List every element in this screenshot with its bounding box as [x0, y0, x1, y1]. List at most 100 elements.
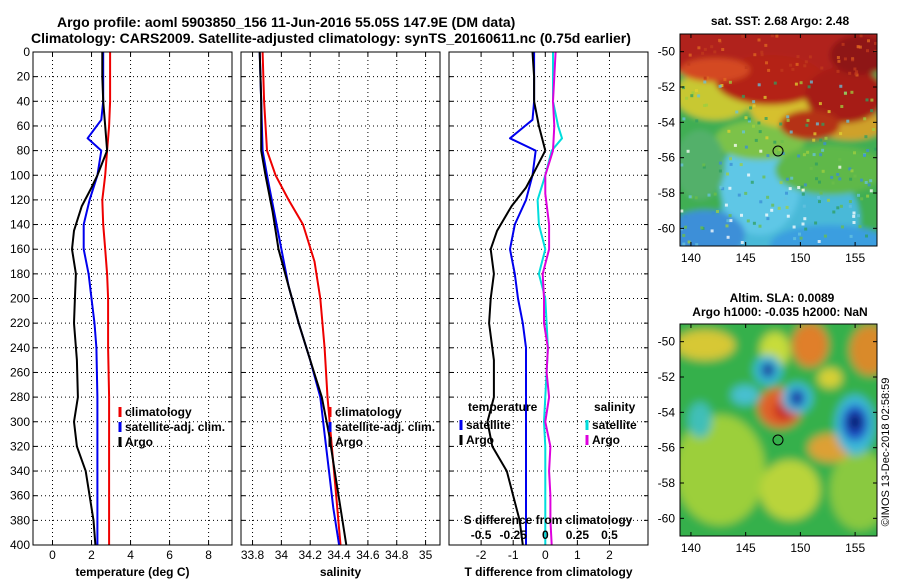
x-tick-label: 34.6 — [356, 548, 380, 562]
sst-speckle-pixel — [680, 209, 684, 213]
sst-speckle-pixel — [729, 157, 732, 161]
sst-speckle-pixel — [773, 140, 777, 144]
sst-speckle-pixel — [801, 188, 805, 192]
map-y-tick-label: -54 — [658, 405, 676, 419]
sst-speckle-pixel — [687, 62, 691, 66]
sst-speckle-pixel — [703, 47, 707, 51]
sst-speckle-pixel — [763, 95, 767, 99]
sst-heatmap — [680, 34, 877, 246]
sst-speckle-pixel — [784, 197, 788, 201]
sst-speckle-pixel — [752, 124, 755, 128]
sst-speckle-pixel — [726, 235, 730, 239]
sst-speckle-pixel — [815, 177, 818, 181]
sst-speckle-pixel — [821, 148, 825, 152]
sst-speckle-pixel — [710, 229, 714, 233]
sst-speckle-pixel — [853, 67, 857, 71]
sst-speckle-pixel — [741, 94, 745, 98]
y-tick-label: 80 — [17, 144, 31, 158]
sst-speckle-pixel — [767, 68, 771, 72]
sst-speckle-pixel — [874, 41, 877, 45]
y-tick-label: 60 — [17, 119, 31, 133]
x-tick-label: 0 — [49, 548, 56, 562]
sst-speckle-pixel — [779, 181, 783, 185]
sst-speckle-pixel — [695, 119, 699, 123]
sst-speckle-pixel — [742, 130, 745, 134]
y-tick-label: 320 — [10, 439, 30, 453]
map-y-tick-label: -56 — [658, 441, 676, 455]
sla-map-frame — [679, 323, 878, 537]
sst-speckle-pixel — [786, 115, 790, 119]
sst-speckle-pixel — [749, 106, 753, 110]
sst-speckle-pixel — [718, 169, 722, 173]
sla-map-title: Altim. SLA: 0.0089 — [730, 291, 835, 305]
sst-speckle-pixel — [741, 34, 745, 38]
sst-speckle-pixel — [821, 169, 825, 173]
sst-speckle-pixel — [808, 55, 812, 59]
sst-speckle-pixel — [857, 214, 860, 218]
sst-speckle-pixel — [701, 51, 705, 55]
sst-speckle-pixel — [728, 214, 732, 218]
sst-speckle-pixel — [818, 102, 822, 106]
sst-speckle-pixel — [799, 81, 803, 85]
sst-speckle-pixel — [852, 221, 856, 224]
x-tick-label: 34.8 — [385, 548, 409, 562]
series-line-satellite-adj-clim- — [82, 52, 105, 545]
sst-speckle-pixel — [685, 96, 689, 100]
sst-speckle-pixel — [688, 53, 692, 57]
legend-label: satellite-adj. clim. — [125, 420, 225, 434]
sst-speckle-pixel — [757, 121, 761, 125]
sst-color-region — [775, 145, 877, 195]
sst-speckle-pixel — [716, 210, 719, 213]
sst-speckle-pixel — [740, 241, 744, 244]
sst-speckle-pixel — [806, 150, 810, 154]
sst-speckle-pixel — [795, 62, 799, 66]
sst-speckle-pixel — [729, 219, 733, 223]
x-tick-label: 2 — [88, 548, 95, 562]
sst-speckle-pixel — [865, 234, 868, 238]
sst-speckle-pixel — [802, 204, 806, 208]
sst-speckle-pixel — [848, 71, 852, 75]
legend-label: Argo — [125, 435, 153, 449]
sst-speckle-pixel — [719, 185, 723, 189]
x-tick-label: 33.8 — [241, 548, 265, 562]
sst-speckle-pixel — [836, 56, 840, 59]
sst-speckle-pixel — [866, 49, 869, 53]
sst-speckle-pixel — [721, 48, 725, 51]
secondary-x-tick-label: -0.5 — [471, 528, 492, 542]
plot-frame — [448, 51, 649, 546]
sst-speckle-pixel — [737, 193, 741, 197]
sst-speckle-pixel — [713, 50, 717, 54]
y-tick-label: 220 — [10, 316, 30, 330]
sst-speckle-pixel — [865, 98, 869, 102]
sst-color-region — [830, 35, 877, 75]
sst-speckle-pixel — [735, 110, 739, 114]
x-tick-label: 34.4 — [327, 548, 351, 562]
sst-speckle-pixel — [780, 140, 784, 143]
sst-speckle-pixel — [821, 122, 825, 126]
series-line-argo — [71, 52, 109, 546]
figure-title-line-2: Climatology: CARS2009. Satellite-adjuste… — [31, 30, 631, 46]
sst-speckle-pixel — [713, 192, 717, 196]
sst-speckle-pixel — [785, 205, 789, 209]
sla-map-panel: Altim. SLA: 0.0089 Argo h1000: -0.035 h2… — [658, 291, 878, 555]
sst-speckle-pixel — [837, 59, 841, 63]
sst-speckle-pixel — [839, 84, 843, 88]
sst-speckle-pixel — [870, 109, 874, 113]
sst-speckle-pixel — [744, 116, 748, 120]
secondary-x-tick-label: -0.25 — [500, 528, 528, 542]
sst-speckle-pixel — [760, 50, 764, 54]
sst-speckle-pixel — [791, 67, 795, 71]
map-y-tick-label: -56 — [658, 151, 676, 165]
sst-speckle-pixel — [777, 206, 781, 210]
sst-speckle-pixel — [801, 222, 805, 226]
series-line-temperature-satellite — [509, 52, 537, 545]
y-tick-label: 200 — [10, 292, 30, 306]
sst-speckle-pixel — [718, 38, 722, 42]
sst-speckle-pixel — [800, 185, 804, 189]
map-y-tick-label: -50 — [658, 45, 676, 59]
legend-label: satellite — [592, 418, 637, 432]
sst-speckle-pixel — [764, 43, 768, 47]
sst-speckle-pixel — [760, 53, 764, 57]
sst-speckle-pixel — [789, 130, 793, 134]
sst-speckle-pixel — [752, 221, 756, 225]
